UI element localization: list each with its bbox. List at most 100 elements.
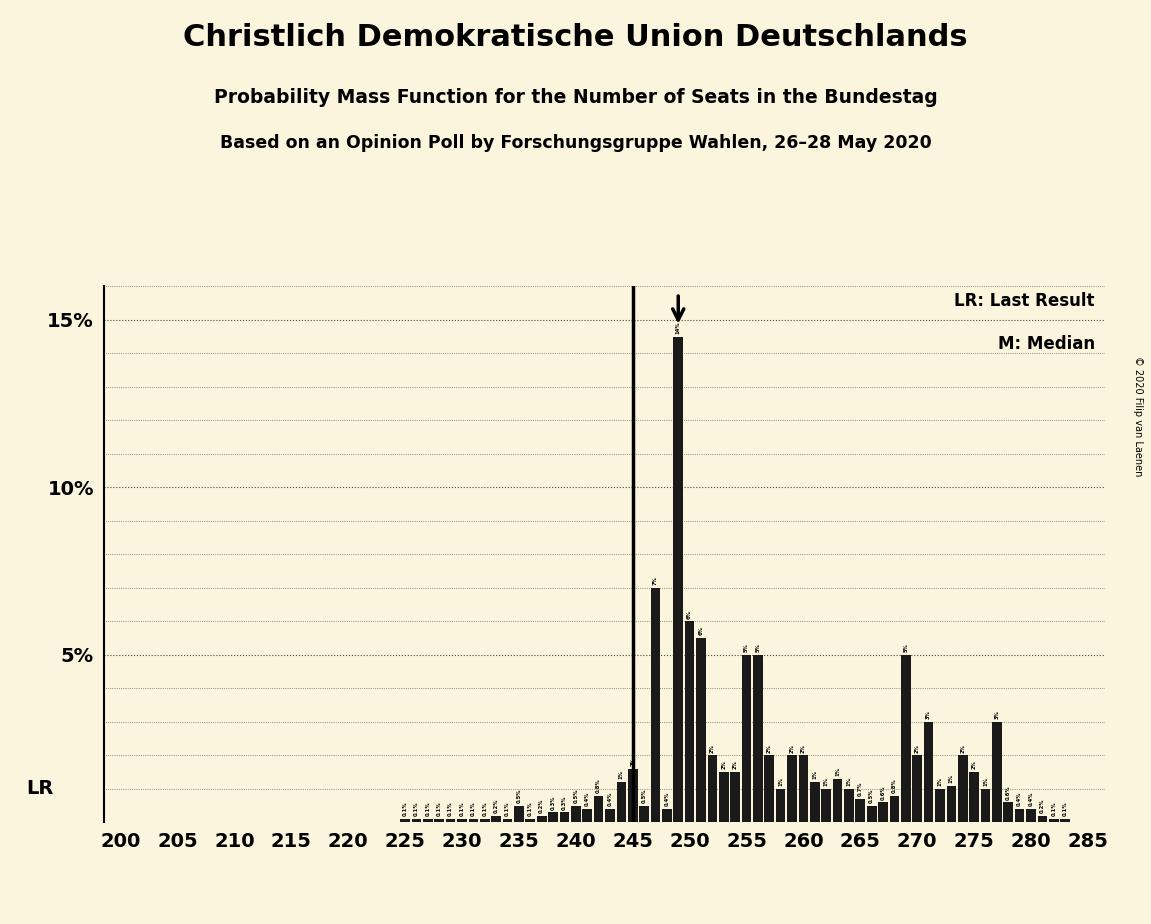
Text: 1%: 1%: [834, 767, 840, 776]
Text: 0.8%: 0.8%: [596, 778, 601, 793]
Text: Based on an Opinion Poll by Forschungsgruppe Wahlen, 26–28 May 2020: Based on an Opinion Poll by Forschungsgr…: [220, 134, 931, 152]
Text: 5%: 5%: [755, 643, 761, 652]
Text: 0.3%: 0.3%: [562, 796, 567, 809]
Bar: [946, 785, 956, 822]
Bar: [639, 806, 649, 822]
Text: 5%: 5%: [904, 643, 908, 652]
Bar: [708, 756, 717, 822]
Text: 0.8%: 0.8%: [892, 778, 897, 793]
Bar: [1004, 802, 1013, 822]
Text: 2%: 2%: [915, 744, 920, 753]
Bar: [890, 796, 899, 822]
Bar: [1049, 819, 1059, 822]
Bar: [730, 772, 740, 822]
Bar: [617, 782, 626, 822]
Text: 0.1%: 0.1%: [528, 802, 533, 816]
Bar: [992, 722, 1001, 822]
Text: M: Median: M: Median: [998, 334, 1095, 353]
Text: Probability Mass Function for the Number of Seats in the Bundestag: Probability Mass Function for the Number…: [214, 88, 937, 107]
Text: 3%: 3%: [994, 711, 999, 719]
Text: 0.3%: 0.3%: [550, 796, 556, 809]
Text: LR: Last Result: LR: Last Result: [954, 292, 1095, 310]
Bar: [548, 812, 558, 822]
Bar: [822, 789, 831, 822]
Text: 0.2%: 0.2%: [1039, 798, 1045, 813]
Text: 0.5%: 0.5%: [573, 788, 578, 803]
Text: 0.5%: 0.5%: [517, 788, 521, 803]
Text: 1%: 1%: [948, 773, 954, 783]
Bar: [764, 756, 775, 822]
Text: 0.1%: 0.1%: [459, 802, 465, 816]
Text: 1%: 1%: [937, 777, 943, 786]
Text: 0.1%: 0.1%: [1062, 802, 1068, 816]
Bar: [832, 779, 843, 822]
Text: 0.7%: 0.7%: [857, 782, 863, 796]
Bar: [1015, 809, 1024, 822]
Text: 2%: 2%: [790, 744, 794, 753]
Bar: [480, 819, 489, 822]
Bar: [662, 809, 672, 822]
Text: © 2020 Filip van Laenen: © 2020 Filip van Laenen: [1133, 356, 1143, 476]
Bar: [969, 772, 980, 822]
Bar: [514, 806, 524, 822]
Text: 0.6%: 0.6%: [1006, 785, 1011, 799]
Bar: [844, 789, 854, 822]
Bar: [424, 819, 433, 822]
Text: Christlich Demokratische Union Deutschlands: Christlich Demokratische Union Deutschla…: [183, 23, 968, 52]
Bar: [401, 819, 410, 822]
Text: 1%: 1%: [983, 777, 988, 786]
Bar: [924, 722, 933, 822]
Bar: [855, 799, 866, 822]
Text: 0.4%: 0.4%: [1017, 792, 1022, 807]
Bar: [696, 638, 706, 822]
Text: 2%: 2%: [631, 757, 635, 766]
Text: 1%: 1%: [813, 771, 817, 780]
Text: 7%: 7%: [653, 577, 658, 585]
Text: LR: LR: [26, 779, 53, 798]
Text: 0.5%: 0.5%: [641, 788, 647, 803]
Text: 2%: 2%: [960, 744, 966, 753]
Bar: [719, 772, 729, 822]
Text: 0.1%: 0.1%: [471, 802, 475, 816]
Bar: [935, 789, 945, 822]
Bar: [536, 816, 547, 822]
Bar: [457, 819, 467, 822]
Text: 1%: 1%: [778, 777, 783, 786]
Text: 0.1%: 0.1%: [426, 802, 430, 816]
Bar: [1027, 809, 1036, 822]
Text: 0.1%: 0.1%: [414, 802, 419, 816]
Text: 0.4%: 0.4%: [664, 792, 670, 807]
Bar: [468, 819, 479, 822]
Text: 2%: 2%: [733, 760, 738, 770]
Text: 0.1%: 0.1%: [505, 802, 510, 816]
Bar: [776, 789, 785, 822]
Text: 2%: 2%: [767, 744, 772, 753]
Bar: [1060, 819, 1070, 822]
Text: 0.1%: 0.1%: [482, 802, 487, 816]
Bar: [582, 809, 592, 822]
Text: 6%: 6%: [687, 610, 692, 619]
Bar: [867, 806, 877, 822]
Text: 0.5%: 0.5%: [869, 788, 875, 803]
Bar: [571, 806, 580, 822]
Bar: [526, 819, 535, 822]
Text: 0.6%: 0.6%: [881, 785, 885, 799]
Text: 2%: 2%: [971, 760, 976, 770]
Bar: [491, 816, 501, 822]
Bar: [445, 819, 456, 822]
Bar: [810, 782, 820, 822]
Text: 14%: 14%: [676, 322, 680, 334]
Text: 0.4%: 0.4%: [585, 792, 589, 807]
Text: 5%: 5%: [744, 643, 749, 652]
Bar: [594, 796, 603, 822]
Bar: [434, 819, 444, 822]
Bar: [650, 588, 661, 822]
Text: 3%: 3%: [927, 711, 931, 719]
Text: 2%: 2%: [801, 744, 806, 753]
Bar: [981, 789, 990, 822]
Bar: [673, 336, 683, 822]
Bar: [1037, 816, 1047, 822]
Bar: [741, 655, 752, 822]
Text: 6%: 6%: [699, 626, 703, 636]
Text: 1%: 1%: [824, 777, 829, 786]
